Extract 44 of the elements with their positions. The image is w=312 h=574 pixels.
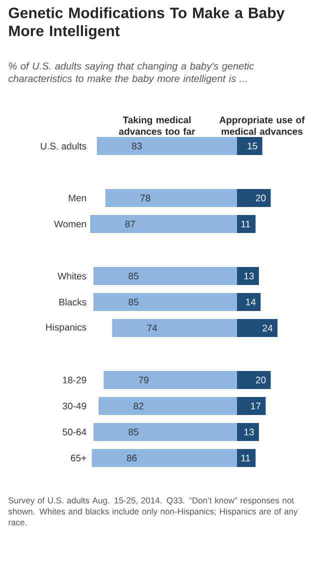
data-label: 87: [125, 220, 135, 228]
data-label: 11: [241, 220, 250, 228]
y-tick-label: 30-49: [62, 402, 86, 410]
data-label: 24: [262, 324, 273, 332]
chart-subtitle: % of U.S. adults saying that changing a baby's genetic characteristics to make the baby more intelligent is ...: [8, 62, 254, 84]
bar: [236, 189, 271, 208]
bar: [236, 397, 266, 416]
data-label: 20: [256, 376, 266, 384]
bar: [236, 449, 256, 468]
series-label: Taking medical advances too far: [119, 116, 196, 135]
y-tick-label: Whites: [58, 272, 86, 280]
data-label: 74: [147, 324, 158, 332]
data-label: 13: [244, 428, 254, 436]
data-label: 13: [244, 272, 254, 280]
data-label: 85: [128, 272, 138, 280]
series-label: Appropriate use of medical advances: [219, 116, 305, 135]
chart-title: Genetic Modifications To Make a Baby More Intelligent: [8, 7, 285, 40]
y-tick-label: Women: [54, 220, 86, 228]
bar: [236, 267, 259, 286]
bar: [236, 423, 259, 442]
y-tick-label: 18-29: [63, 376, 86, 384]
y-tick-label: 65+: [70, 454, 86, 462]
y-tick-label: 50-64: [62, 428, 86, 436]
y-tick-label: Blacks: [59, 298, 86, 306]
data-label: 20: [256, 194, 266, 202]
data-label: 86: [126, 454, 137, 462]
y-tick-label: Hispanics: [46, 324, 86, 332]
data-label: 85: [128, 298, 138, 306]
bar: [236, 215, 256, 234]
text: Survey of U.S. adults Aug. 15-25, 2014. Q33. “Don’t know” responses not shown. Whites and blacks include only non-Hispanics; Hispanics are of any race.: [8, 497, 298, 526]
data-label: 79: [138, 376, 148, 384]
data-label: 15: [248, 142, 258, 150]
bar: [236, 137, 262, 156]
data-label: 17: [251, 402, 260, 410]
data-label: 82: [134, 402, 144, 410]
y-tick-label: Men: [68, 194, 86, 202]
data-label: 78: [140, 194, 150, 202]
bar: [236, 371, 271, 390]
data-label: 83: [132, 142, 142, 150]
bar: [236, 293, 261, 312]
data-label: 85: [128, 428, 138, 436]
data-label: 11: [241, 454, 250, 462]
y-tick-label: U.S. adults: [40, 142, 86, 150]
data-label: 14: [246, 298, 256, 306]
